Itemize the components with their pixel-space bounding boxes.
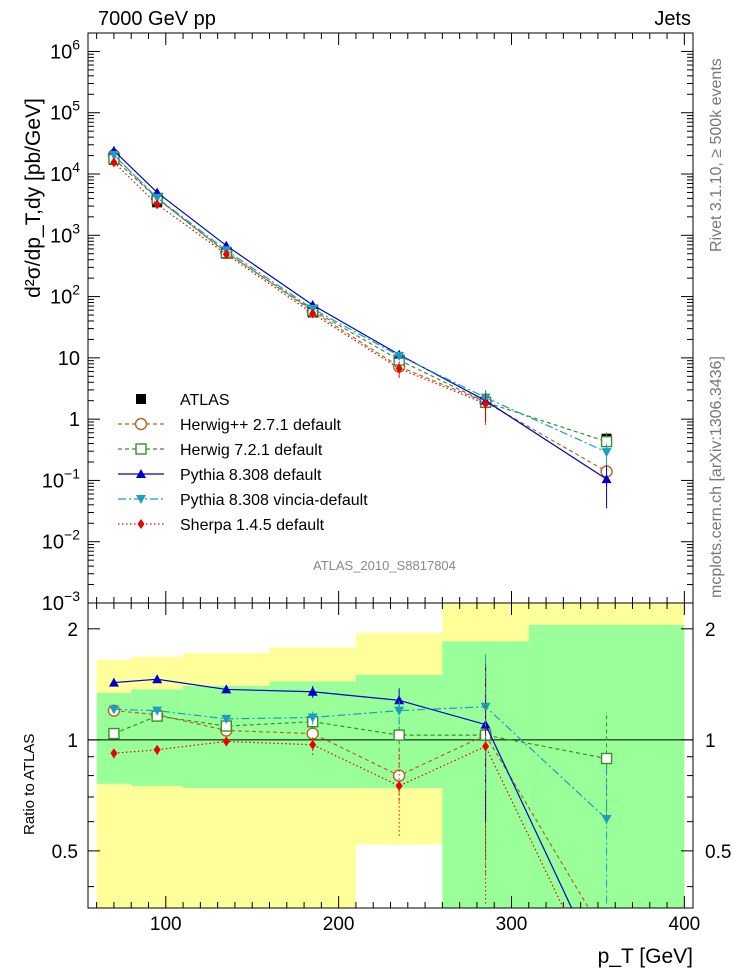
legend-item-pythia8: Pythia 8.308 default [118,467,322,484]
ratio-point-herwig7 [393,729,405,741]
series-herwig7 [108,153,613,457]
legend-item-herwigpp: Herwig++ 2.7.1 default [118,417,342,434]
y-tick-label: 102 [50,282,80,309]
x-tick-label: 100 [150,914,182,935]
legend-label: Sherpa 1.4.5 default [180,517,325,534]
legend-label: Herwig 7.2.1 default [180,442,323,459]
ratio-point-pythia8 [394,695,405,705]
series-line-sherpa [113,161,486,405]
main-series-group [107,145,613,509]
data-point-sherpa [482,398,490,409]
ratio-series-sherpa [110,668,565,908]
ratio-point-herwigpp [306,727,319,740]
ratio-y-tick-label: 1 [67,731,78,752]
ratio-point-vincia [394,706,405,716]
ratio-point-pythia8 [152,674,163,684]
ratio-point-sherpa [110,748,118,759]
ratio-point-pythia8 [307,686,318,696]
main-y-axis-label: d²σ/dp_T,dy [pb/GeV] [22,98,45,298]
main-panel: 10610510410310210110−110−210−3d²σ/dp_T,d… [22,32,694,615]
data-point-vincia [108,151,119,161]
y-tick-label: 104 [50,159,80,186]
ratio-point-sherpa [395,780,403,791]
x-tick-label: 400 [669,914,701,935]
ratio-point-vincia [108,705,119,715]
legend-item-herwig7: Herwig 7.2.1 default [118,442,323,459]
series-herwigpp [107,148,613,487]
y-tick-label: 1 [69,409,80,431]
legend-marker-pythia8 [136,469,146,478]
x-tick-label: 200 [323,914,355,935]
y-tick-label: 106 [50,36,80,63]
legend: ATLAS Herwig++ 2.7.1 default Herwig 7.2.1 … [118,392,368,534]
series-sherpa [110,157,490,423]
legend-marker-herwig7 [135,443,147,455]
legend-item-ATLAS: ATLAS [136,392,230,409]
y-tick-label: 10−2 [42,527,80,554]
legend-label: ATLAS [180,392,230,409]
x-tick-label: 300 [496,914,528,935]
ratio-y-tick-label-right: 1 [705,731,716,752]
ratio-point-vincia [221,714,232,724]
ratio-point-pythia8 [108,677,119,687]
ratio-series-group [107,652,613,908]
legend-item-vincia: Pythia 8.308 vincia-default [118,492,368,509]
data-point-sherpa [153,199,161,210]
data-point-sherpa [395,363,403,374]
data-point-vincia [601,448,612,458]
data-point-vincia [152,193,163,203]
ratio-uncertainty-bands [96,603,685,908]
data-point-sherpa [309,308,317,319]
ratio-point-vincia [152,706,163,716]
legend-label: Pythia 8.308 default [180,467,322,484]
ratio-point-sherpa [309,739,317,750]
legend-label: Pythia 8.308 vincia-default [180,492,368,509]
data-point-vincia [394,351,405,361]
data-point-sherpa [222,249,230,260]
data-point-pythia8 [601,474,612,484]
y-tick-label: 105 [50,98,80,125]
legend-marker-ATLAS [136,394,146,404]
y-tick-label: 10−3 [42,588,80,615]
ratio-point-sherpa [153,744,161,755]
x-axis-label: p_T [GeV] [598,945,693,968]
ratio-point-herwig7 [108,727,120,740]
ratio-point-vincia [601,815,612,825]
legend-label: Herwig++ 2.7.1 default [180,417,342,434]
ratio-panel: 100 200 300 400 0.5 0.5 1 1 2 2 p_T [GeV] [52,602,731,968]
ratio-y-tick-label-right: 0.5 [705,842,731,863]
y-tick-label: 103 [50,220,80,247]
ratio-point-sherpa [482,741,490,752]
data-point-sherpa [110,157,118,168]
legend-marker-sherpa [137,519,145,529]
ratio-series-vincia [108,652,612,904]
legend-marker-vincia [136,495,146,504]
ratio-point-vincia [307,713,318,723]
ratio-point-sherpa [222,736,230,747]
ratio-y-tick-label: 2 [67,620,78,641]
y-tick-label: 10−1 [42,465,80,492]
y-tick-label: 10 [58,348,80,370]
main-frame [87,32,694,604]
legend-marker-herwigpp [134,417,148,431]
ratio-y-tick-label: 0.5 [52,842,78,863]
legend-item-sherpa: Sherpa 1.4.5 default [118,517,325,534]
band-green-segment [131,689,184,786]
ratio-point-herwig7 [600,752,613,765]
ratio-point-pythia8 [221,684,232,694]
ratio-y-tick-label-right: 2 [705,620,716,641]
